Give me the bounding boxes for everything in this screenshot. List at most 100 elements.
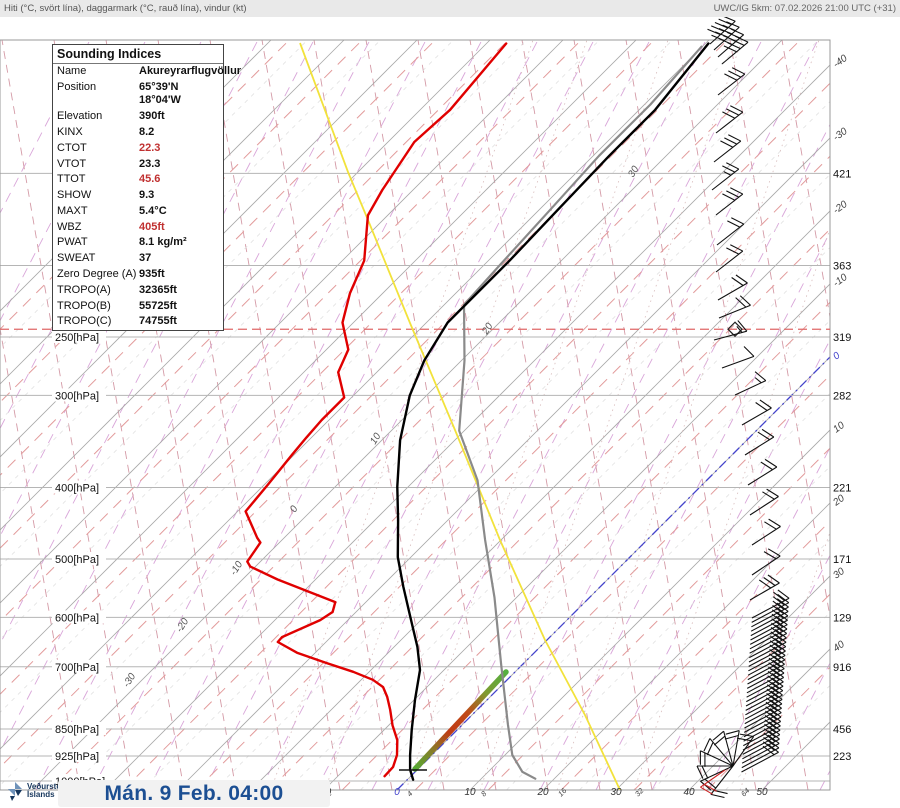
- yellow-reference-line: [299, 42, 621, 790]
- wind-barb: [715, 244, 744, 273]
- wind-barb: [715, 187, 744, 216]
- svg-text:0: 0: [288, 504, 301, 515]
- top-bar: Hiti (°C, svört lína), daggarmark (°C, r…: [0, 0, 900, 17]
- svg-text:20: 20: [480, 321, 496, 337]
- indices-row: TROPO(C) 74755ft: [53, 314, 223, 330]
- wind-barb: [747, 651, 786, 681]
- wind-barb: [711, 162, 740, 191]
- svg-text:64: 64: [739, 786, 751, 798]
- wind-barb: [743, 712, 782, 742]
- svg-text:8: 8: [479, 789, 489, 799]
- svg-text:-20: -20: [174, 616, 191, 634]
- index-label: WBZ: [57, 220, 82, 233]
- wind-barb: [744, 690, 783, 720]
- svg-text:10: 10: [464, 787, 476, 798]
- index-value: 5.4°C: [139, 204, 167, 217]
- chart-legend-text: Hiti (°C, svört lína), daggarmark (°C, r…: [4, 3, 247, 14]
- svg-text:916: 916: [833, 662, 851, 674]
- wind-barb: [721, 346, 755, 369]
- index-label: PWAT: [57, 236, 88, 249]
- wind-barb: [751, 593, 790, 623]
- wind-barb: [744, 695, 783, 725]
- model-run-label: UWC/IG 5km: 07.02.2026 21:00 UTC (+31): [713, 3, 896, 14]
- wind-barb: [746, 659, 785, 689]
- indices-table: Name Akureyrarflugvöllur Position 65°39'N 1…: [53, 64, 241, 330]
- wind-barb: [743, 703, 782, 733]
- wind-barb: [742, 730, 780, 760]
- index-label: Name: [57, 65, 87, 78]
- svg-text:300[hPa]: 300[hPa]: [55, 390, 99, 402]
- wind-barb: [749, 574, 780, 601]
- indices-row: PWAT 8.1 kg/m²: [53, 235, 223, 251]
- svg-text:10: 10: [368, 431, 383, 447]
- index-value: 9.3: [139, 189, 155, 202]
- dewpoint-curve: [244, 42, 508, 778]
- index-label: MAXT: [57, 204, 88, 217]
- svg-text:-20: -20: [831, 199, 850, 217]
- index-value: 37: [139, 252, 152, 265]
- svg-text:40: 40: [683, 787, 695, 798]
- svg-text:-30: -30: [831, 126, 850, 144]
- indices-row: MAXT 5.4°C: [53, 204, 223, 220]
- wind-barb: [748, 633, 787, 663]
- svg-text:30: 30: [610, 787, 622, 798]
- svg-text:-40: -40: [831, 53, 850, 71]
- index-value: 390ft: [139, 110, 165, 123]
- svg-text:30: 30: [626, 164, 641, 180]
- index-value: 405ft: [139, 220, 165, 233]
- svg-text:-10: -10: [228, 559, 245, 577]
- svg-text:223: 223: [833, 751, 851, 763]
- wind-barb: [703, 738, 734, 767]
- svg-text:363: 363: [833, 261, 851, 273]
- indices-row: CTOT 22.3: [53, 141, 223, 157]
- index-label: Elevation: [57, 110, 103, 123]
- wind-barb: [742, 721, 781, 751]
- wind-barb: [751, 518, 781, 546]
- svg-text:250[hPa]: 250[hPa]: [55, 332, 99, 344]
- index-value: 55725ft: [139, 299, 177, 312]
- svg-text:600[hPa]: 600[hPa]: [55, 612, 99, 624]
- svg-text:456: 456: [833, 724, 851, 736]
- wind-barb: [716, 217, 745, 246]
- svg-text:-10: -10: [831, 272, 850, 290]
- index-value: 935ft: [139, 267, 165, 280]
- met-office-logo-text: Veðurstofa Íslands: [27, 782, 68, 800]
- index-label: TROPO(C): [57, 315, 112, 328]
- met-office-logo-icon: [8, 782, 22, 801]
- wind-barb: [713, 134, 742, 163]
- svg-text:221: 221: [833, 483, 851, 495]
- index-value: 23.3: [139, 157, 161, 170]
- svg-text:-30: -30: [121, 671, 138, 689]
- wind-barb: [749, 629, 787, 659]
- svg-text:850[hPa]: 850[hPa]: [55, 724, 99, 736]
- wind-barb: [724, 730, 740, 767]
- svg-text:10: 10: [831, 420, 847, 436]
- index-label: SWEAT: [57, 252, 96, 265]
- chart-frame: [0, 39, 831, 791]
- date-label[interactable]: Mán. 9 Feb. 04:00: [58, 780, 330, 807]
- wind-barb: [745, 681, 784, 711]
- wind-barb: [751, 548, 781, 576]
- svg-text:20: 20: [536, 787, 549, 798]
- wind-barb: [745, 677, 784, 707]
- indices-row: Name Akureyrarflugvöllur: [53, 64, 241, 80]
- wind-barb: [741, 743, 779, 773]
- logo-line-2: Íslands: [27, 790, 55, 799]
- parcel-segment: [412, 669, 509, 772]
- wind-barb: [717, 67, 746, 96]
- temperature-curve: [396, 42, 710, 781]
- svg-text:500[hPa]: 500[hPa]: [55, 554, 99, 566]
- wind-barb: [718, 295, 751, 319]
- indices-panel: Sounding Indices Name Akureyrarflugvöllur…: [52, 44, 241, 331]
- svg-text:32: 32: [633, 786, 646, 799]
- wind-barb: [741, 734, 780, 764]
- wind-barb: [696, 765, 733, 779]
- index-value: 22.3: [139, 141, 161, 154]
- svg-text:319: 319: [833, 332, 851, 344]
- indices-row: TROPO(A) 32365ft: [53, 283, 223, 299]
- wind-barb: [734, 371, 767, 396]
- wind-barb: [744, 428, 775, 456]
- indices-row: Zero Degree (A) 935ft: [53, 267, 223, 283]
- index-label: CTOT: [57, 141, 87, 154]
- indices-row: TTOT 45.6: [53, 172, 223, 188]
